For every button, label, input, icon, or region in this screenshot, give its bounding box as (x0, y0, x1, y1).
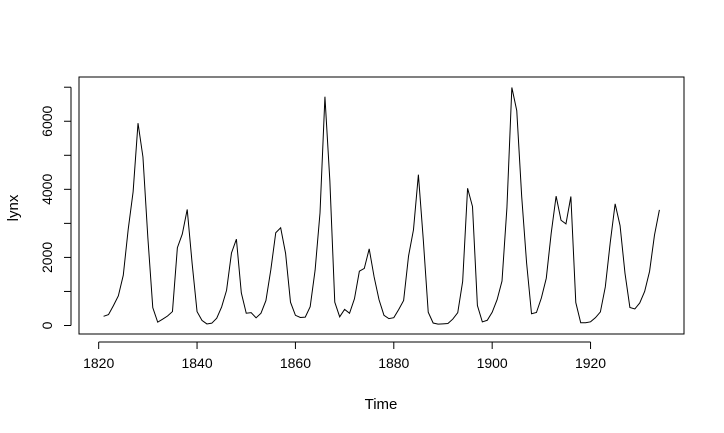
series-line (103, 87, 660, 325)
y-tick-label: 2000 (39, 242, 55, 273)
x-tick-label: 1880 (378, 355, 409, 371)
y-tick-label: 6000 (39, 105, 55, 136)
y-axis: 0 2000 4000 6000 (39, 86, 72, 329)
x-tick-label: 1900 (477, 355, 508, 371)
x-axis: 1820 1840 1860 1880 1900 1920 (83, 341, 606, 371)
y-axis-title: lynx (5, 194, 22, 221)
plot-frame (78, 76, 685, 335)
x-tick-label: 1920 (575, 355, 606, 371)
x-tick-label: 1860 (280, 355, 311, 371)
x-axis-title: Time (365, 396, 398, 413)
y-tick-label: 4000 (39, 174, 55, 205)
y-tick-label: 0 (39, 321, 55, 329)
x-tick-label: 1820 (83, 355, 114, 371)
x-tick-label: 1840 (181, 355, 212, 371)
